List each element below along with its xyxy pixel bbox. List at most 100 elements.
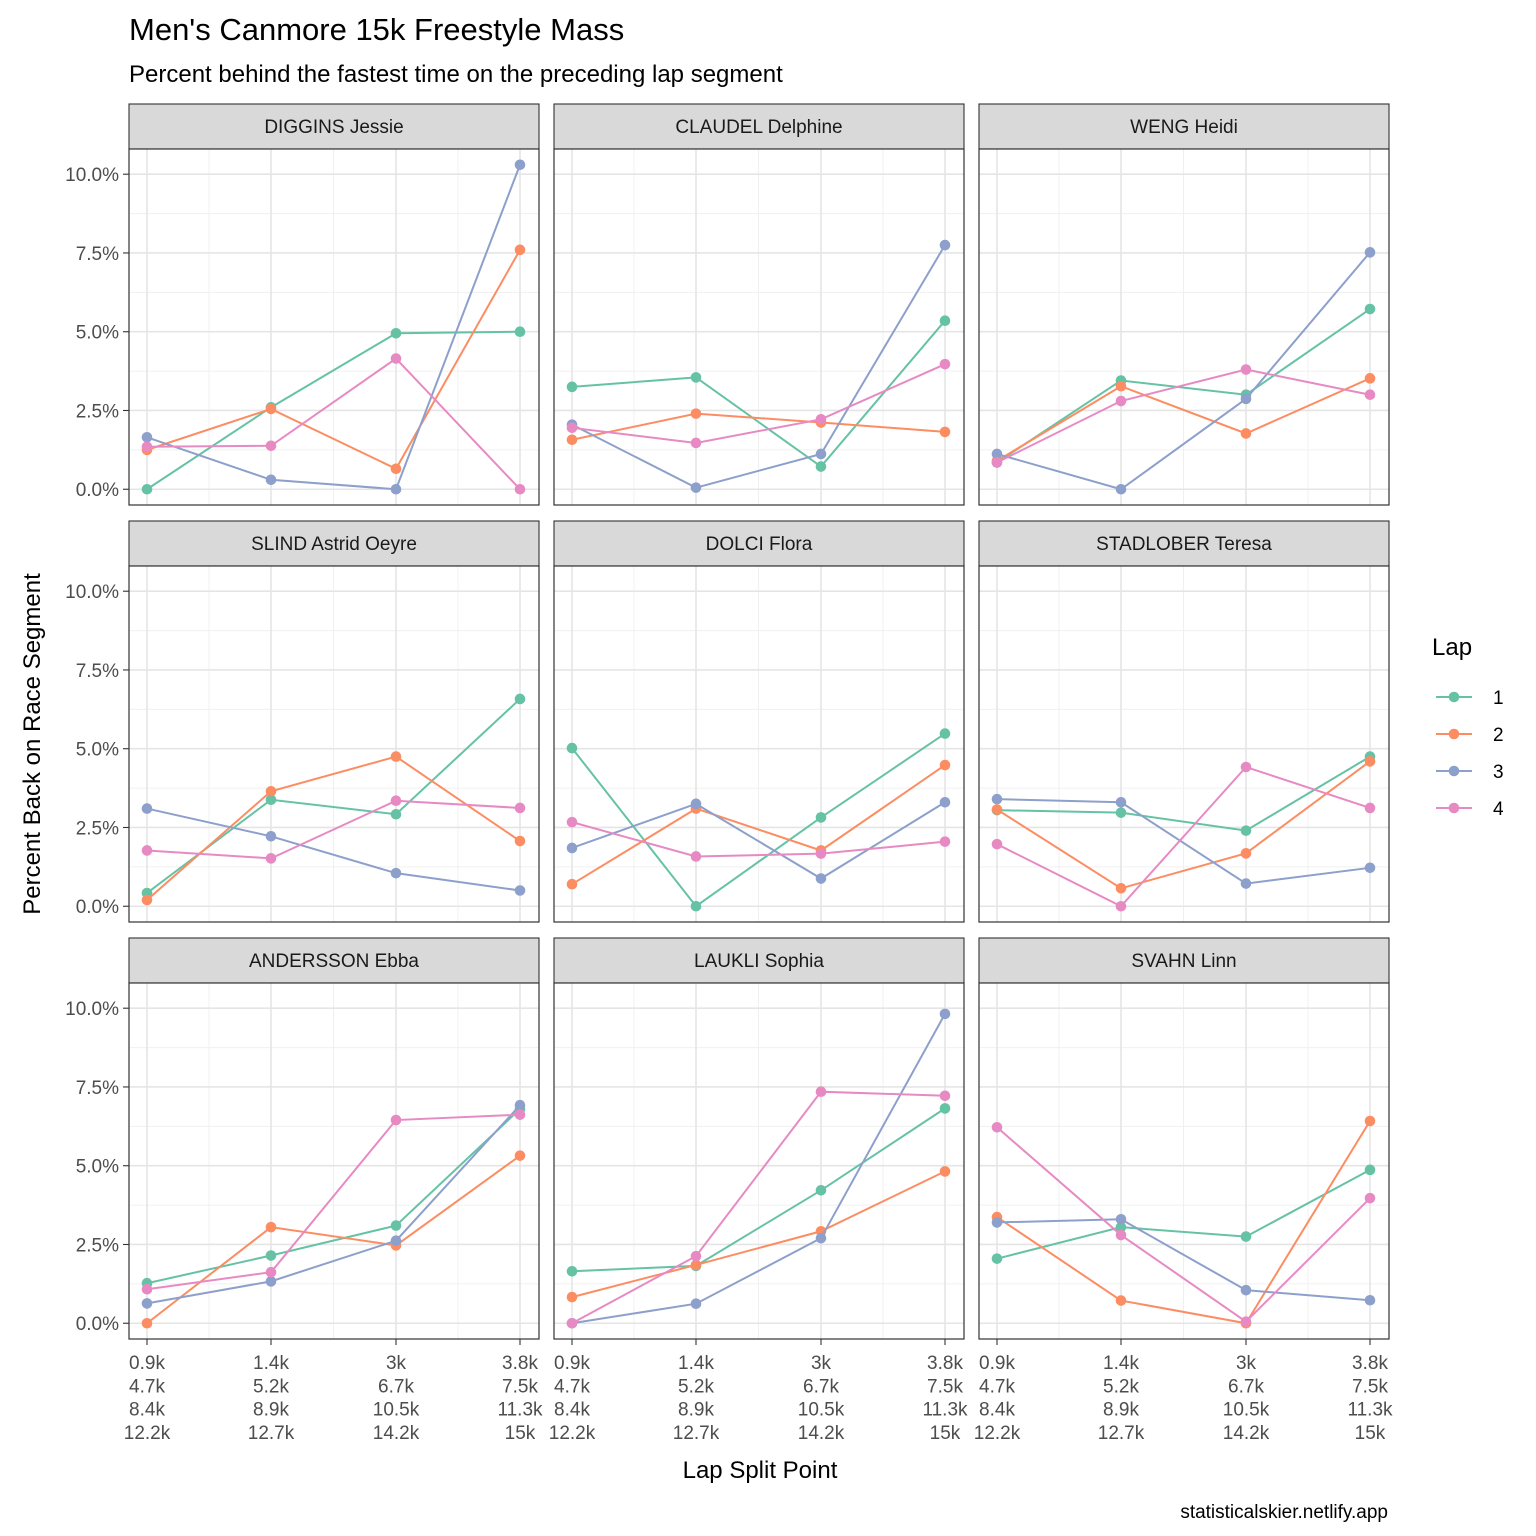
data-point-lap-4 [991,1121,1003,1133]
data-point-lap-2 [690,408,702,419]
data-point-lap-3 [390,483,402,495]
data-point-lap-3 [1115,796,1127,808]
data-point-lap-4 [939,836,951,847]
data-point-lap-3 [141,803,153,814]
facet-strip-label: SVAHN Linn [1131,951,1236,972]
series-line-lap-4 [996,1126,1371,1323]
series-line-lap-2 [996,760,1371,890]
data-point-lap-2 [991,804,1003,815]
x-axis-title: Lap Split Point [683,1457,838,1484]
series-line-lap-1 [571,732,946,908]
data-point-lap-3 [1240,393,1252,405]
facet-strip [128,937,540,984]
series-line-lap-3 [571,1013,946,1325]
panel-border [553,982,965,1340]
data-point-lap-4 [1115,1229,1127,1241]
panel-border [553,148,965,506]
data-point-lap-4 [390,353,402,364]
y-tick-label: 0.0% [76,480,119,501]
data-point-lap-4 [566,816,578,828]
data-point-lap-3 [690,798,702,810]
panel-border [128,565,540,923]
panel-border [978,982,1390,1340]
data-point-lap-1 [1364,1164,1376,1176]
facet-strip-label: ANDERSSON Ebba [249,951,419,972]
data-point-lap-3 [1240,878,1252,889]
x-tick-label: 3.8k 7.5k 11.3k 15k [497,1353,543,1444]
data-point-lap-4 [991,838,1003,850]
series-line-lap-3 [571,244,946,489]
data-point-lap-4 [265,853,277,864]
data-point-lap-2 [566,1291,578,1303]
data-point-lap-4 [1364,389,1376,401]
data-point-lap-2 [514,244,526,256]
series-line-lap-4 [571,363,946,444]
y-tick-label: 7.5% [76,1078,119,1099]
series-line-lap-2 [146,1154,521,1325]
data-point-lap-2 [1115,882,1127,894]
data-point-lap-3 [1364,862,1376,874]
series-line-lap-4 [996,368,1371,464]
panel-border [978,148,1390,506]
data-point-lap-3 [690,482,702,493]
data-point-lap-1 [939,728,951,739]
legend-key-point [1448,691,1460,703]
data-point-lap-3 [815,873,827,884]
data-point-lap-4 [815,414,827,425]
y-tick-label: 10.0% [65,582,119,603]
data-point-lap-4 [514,483,526,495]
data-point-lap-3 [991,448,1003,460]
facet-strip-label: STADLOBER Teresa [1096,534,1272,555]
series-line-lap-2 [996,377,1371,462]
data-point-lap-4 [566,1317,578,1329]
data-point-lap-1 [815,461,827,472]
data-point-lap-3 [1115,1213,1127,1225]
data-point-lap-1 [1240,825,1252,836]
data-point-lap-1 [1364,303,1376,315]
series-line-lap-1 [146,330,521,491]
data-point-lap-1 [1240,1231,1252,1242]
data-point-lap-3 [1364,1294,1376,1306]
data-point-lap-4 [1364,802,1376,814]
data-point-lap-1 [991,1253,1003,1264]
data-point-lap-4 [939,358,951,370]
series-line-lap-1 [996,755,1371,832]
y-tick-label: 0.0% [76,1314,119,1335]
x-tick-label: 3k 6.7k 10.5k 14.2k [1223,1353,1270,1444]
facet-strip [128,103,540,150]
series-line-lap-3 [571,801,946,880]
data-point-lap-1 [141,483,153,495]
facet-panel: CLAUDEL Delphine [553,103,965,506]
facet-strip [978,937,1390,984]
series-line-lap-4 [571,1090,946,1325]
data-point-lap-2 [1115,1295,1127,1306]
data-point-lap-4 [1115,395,1127,407]
panel-border [128,982,540,1340]
data-point-lap-2 [141,894,153,906]
data-point-lap-3 [141,1298,153,1309]
data-point-lap-1 [265,794,277,806]
series-line-lap-3 [996,251,1371,491]
series-line-lap-4 [996,765,1371,908]
data-point-lap-4 [815,1086,827,1097]
data-point-lap-1 [390,1220,402,1231]
facet-strip-label: SLIND Astrid Oeyre [251,534,417,555]
data-point-lap-2 [1364,1115,1376,1127]
series-line-lap-2 [571,1170,946,1299]
x-tick-label: 3k 6.7k 10.5k 14.2k [373,1353,420,1444]
legend-key-point [1448,802,1460,814]
data-point-lap-2 [566,878,578,890]
chart-title: Men's Canmore 15k Freestyle Mass [129,12,624,47]
facet-panel: ANDERSSON Ebba 0.0% 2.5% 5.0% 7.5% 10.0% 0.9k 4… [65,937,543,1444]
data-point-lap-2 [390,463,402,475]
data-point-lap-1 [514,693,526,705]
x-tick-label: 3.8k 7.5k 11.3k 15k [1347,1353,1393,1444]
y-tick-label: 10.0% [65,165,119,186]
x-tick-label: 1.4k 5.2k 8.9k 12.7k [248,1353,295,1444]
data-point-lap-4 [514,1109,526,1120]
data-point-lap-3 [390,1235,402,1247]
data-point-lap-4 [1240,1316,1252,1327]
data-point-lap-4 [690,1250,702,1262]
data-point-lap-2 [265,403,277,415]
